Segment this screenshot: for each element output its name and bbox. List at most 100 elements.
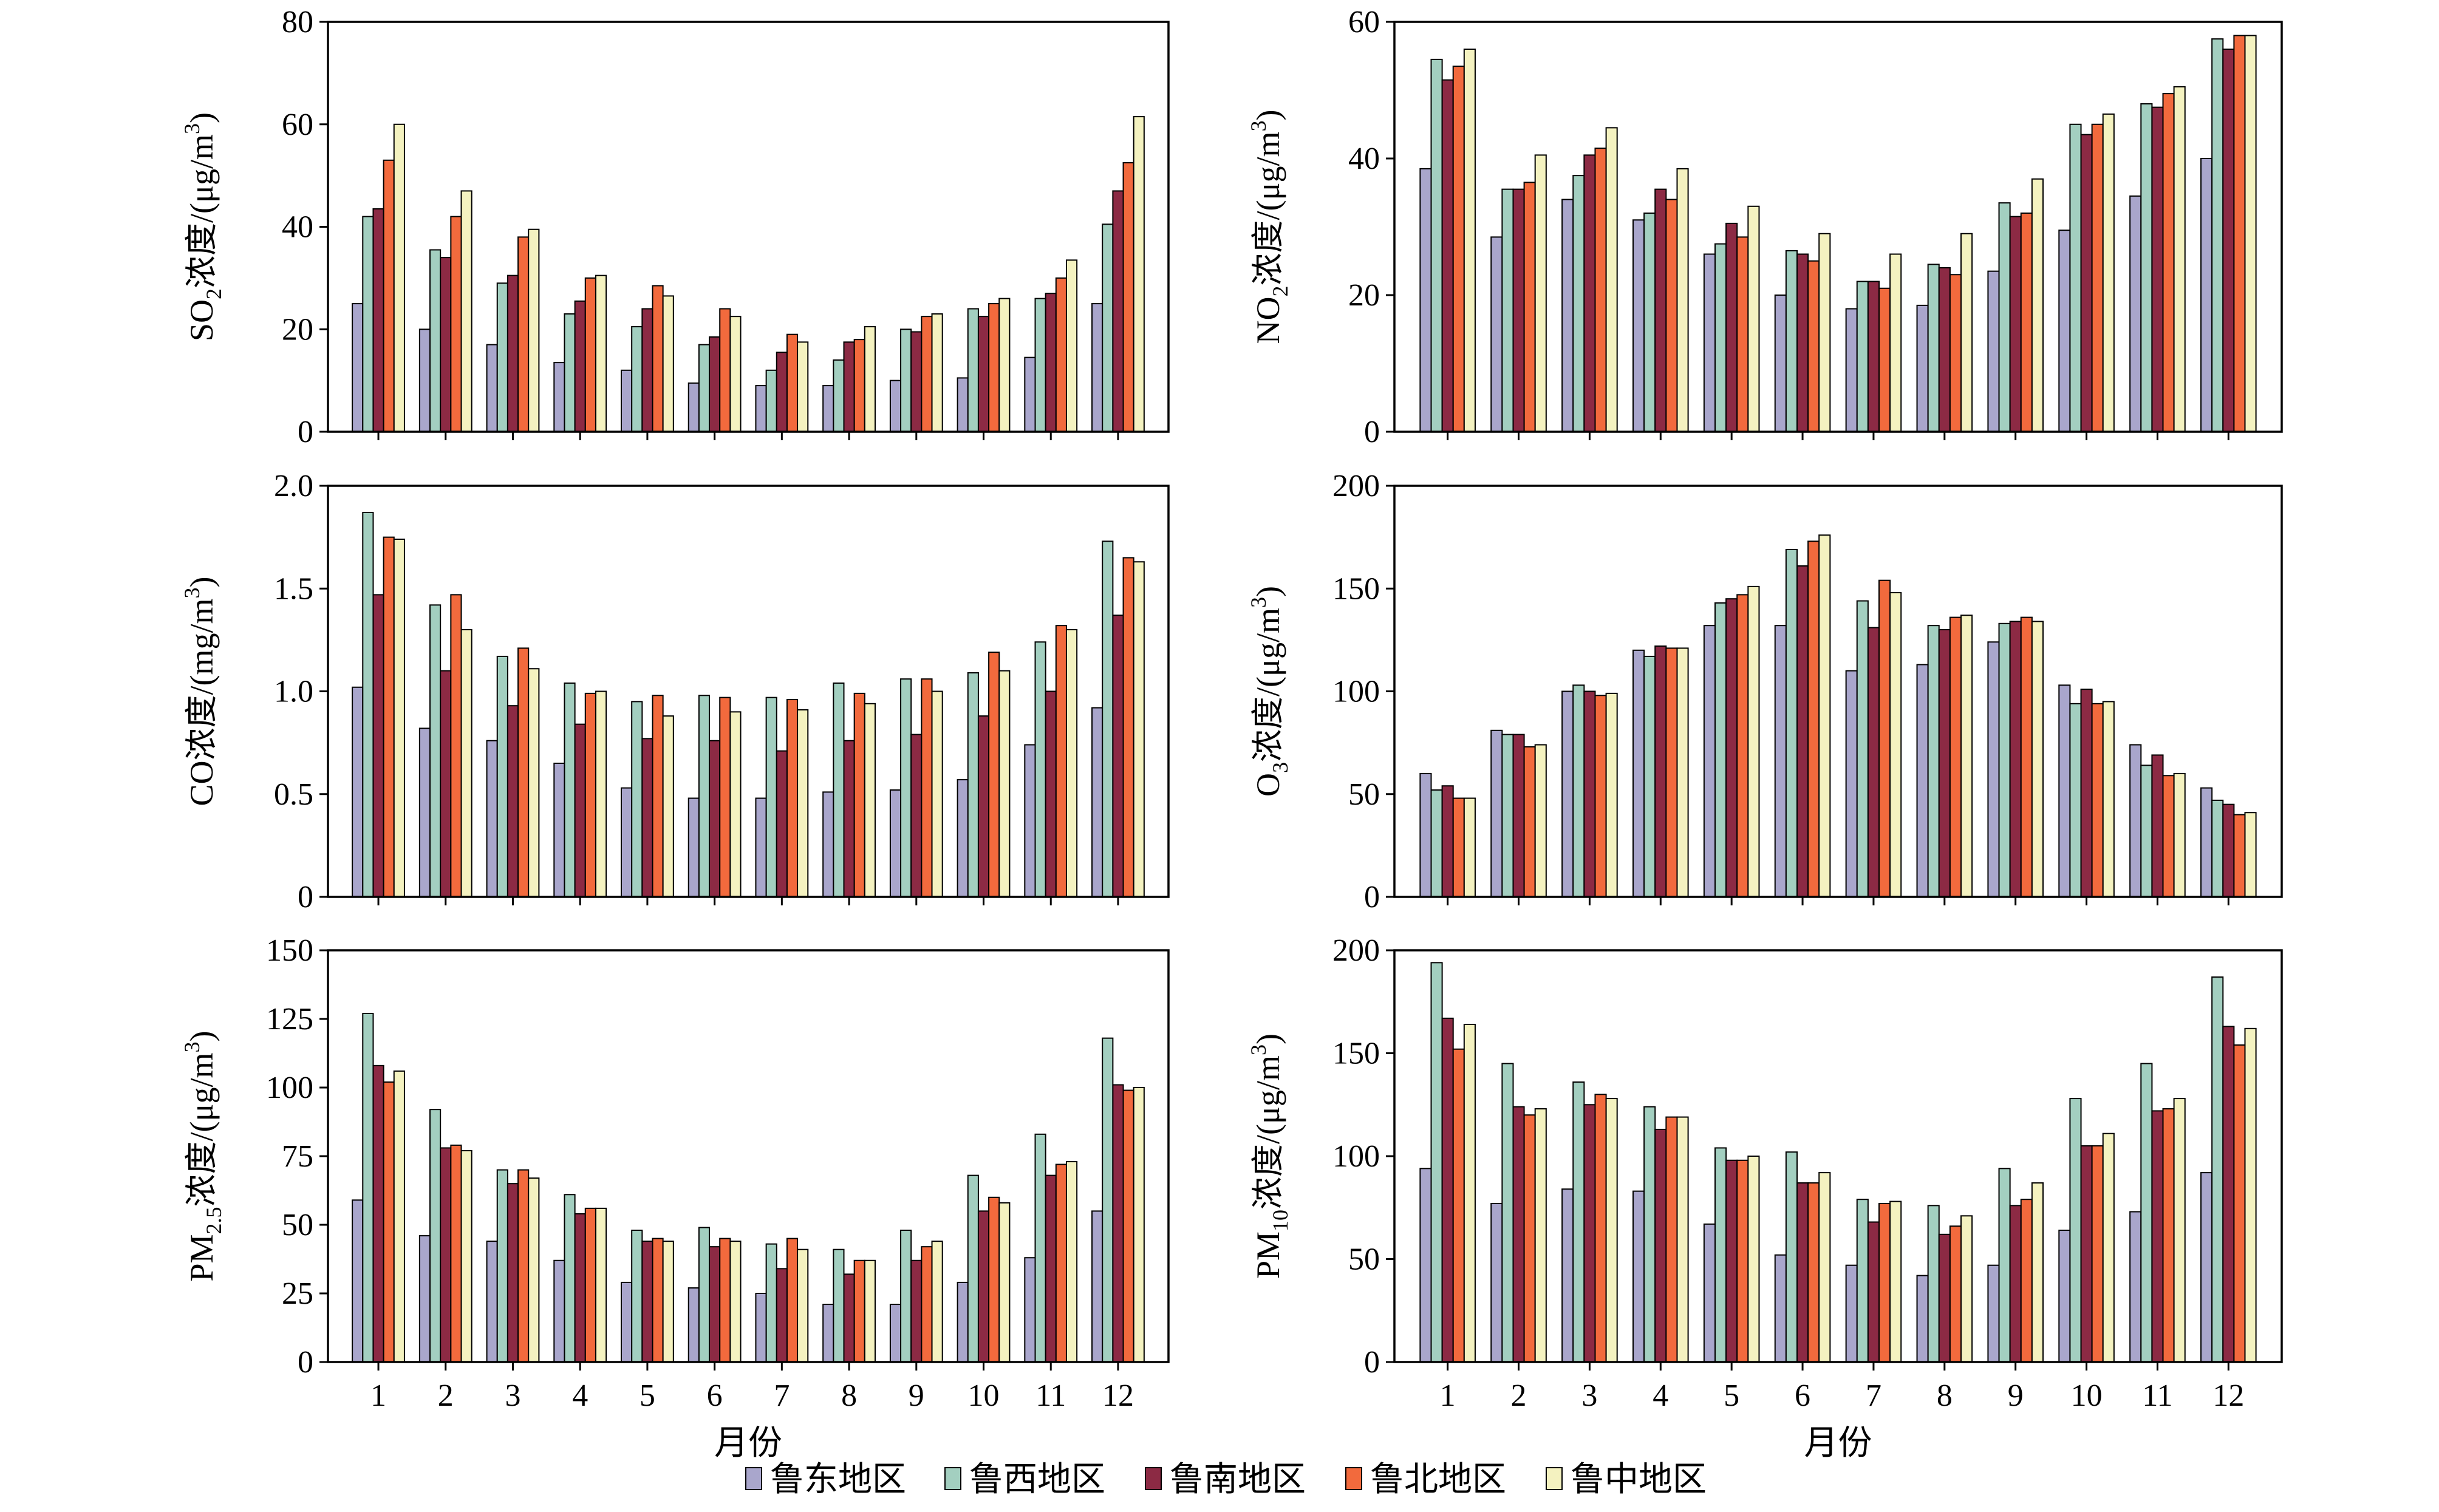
bar-6-month-12-series-5 — [2244, 1027, 2257, 1363]
bar-6-month-11-series-5 — [2173, 1098, 2186, 1363]
plot-frame — [327, 949, 1170, 1363]
bars — [352, 512, 1145, 898]
y-label-end: ) — [1250, 110, 1286, 121]
bar-1-month-3-series-3 — [507, 274, 519, 432]
bar-3-month-12-series-2 — [1102, 540, 1114, 897]
bar-2-month-3-series-1 — [1561, 199, 1574, 432]
y-label-superscript: 3 — [180, 587, 204, 598]
bar-6-month-7-series-5 — [1889, 1200, 1902, 1363]
bar-1-month-12-series-3 — [1112, 190, 1124, 432]
bar-2-month-1-series-1 — [1419, 168, 1432, 432]
bars — [1419, 35, 2257, 433]
bar-4-month-12-series-3 — [2222, 803, 2235, 898]
bar-4-month-11-series-4 — [2162, 775, 2175, 898]
bar-4-month-9-series-1 — [1987, 641, 2000, 897]
bar-3-month-5-series-5 — [662, 715, 674, 897]
bar-3-month-5-series-4 — [652, 695, 664, 898]
x-tick-label: 6 — [707, 1378, 723, 1413]
bar-2-month-10-series-4 — [2091, 123, 2104, 432]
bar-4-month-6-series-4 — [1807, 540, 1820, 897]
y-tick-label: 100 — [266, 1071, 313, 1105]
bar-4-month-2-series-3 — [1512, 734, 1525, 897]
bar-5-month-10-series-5 — [998, 1202, 1011, 1363]
bar-4-month-5-series-2 — [1714, 602, 1727, 897]
bar-3-month-6-series-2 — [698, 695, 711, 898]
legend-swatch — [745, 1467, 762, 1490]
bar-6-month-8-series-3 — [1938, 1233, 1951, 1363]
bar-1-month-1-series-4 — [383, 159, 395, 432]
bar-5-month-6-series-1 — [687, 1287, 700, 1363]
x-tick-label: 4 — [572, 1378, 588, 1413]
bar-2-month-6-series-5 — [1818, 233, 1831, 432]
bar-4-month-11-series-2 — [2140, 765, 2153, 897]
bar-1-month-2-series-3 — [440, 257, 452, 433]
bar-3-month-2-series-1 — [418, 727, 431, 898]
x-tick-label: 6 — [1795, 1378, 1810, 1413]
bar-6-month-12-series-4 — [2233, 1044, 2246, 1363]
bar-1-month-3-series-1 — [486, 344, 498, 432]
plot-frame — [1393, 21, 2283, 433]
x-tick-label: 12 — [2212, 1378, 2244, 1413]
y-tick-label: 50 — [282, 1208, 313, 1242]
bar-3-month-11-series-4 — [1055, 625, 1067, 898]
bar-3-month-6-series-1 — [687, 797, 700, 898]
bar-2-month-11-series-1 — [2129, 195, 2142, 432]
y-label-subscript: 2.5 — [202, 1207, 226, 1234]
bar-6-month-8-series-5 — [1960, 1215, 1973, 1363]
bar-3-month-5-series-2 — [631, 701, 643, 898]
x-tick-label: 1 — [1440, 1378, 1456, 1413]
y-tick-label: 100 — [1332, 1139, 1380, 1174]
bar-3-month-11-series-5 — [1065, 628, 1078, 897]
bar-4-month-6-series-2 — [1785, 548, 1798, 897]
bar-4-month-1-series-3 — [1441, 785, 1454, 897]
bar-2-month-2-series-4 — [1523, 182, 1536, 432]
bar-1-month-5-series-1 — [621, 369, 633, 432]
bar-6-month-6-series-3 — [1796, 1182, 1809, 1363]
bar-4-month-3-series-5 — [1605, 692, 1618, 897]
y-label-main: PM — [1250, 1231, 1286, 1279]
bar-2-month-12-series-1 — [2200, 158, 2213, 432]
bar-6-month-1-series-3 — [1441, 1017, 1454, 1363]
bar-5-month-11-series-5 — [1065, 1161, 1078, 1363]
bar-3-month-2-series-3 — [440, 670, 452, 898]
bar-6-month-3-series-2 — [1572, 1081, 1585, 1363]
y-label-main: SO — [183, 299, 220, 341]
bar-2-month-1-series-3 — [1441, 79, 1454, 433]
y-tick-label: 40 — [282, 210, 313, 245]
bar-6-month-2-series-1 — [1490, 1202, 1503, 1363]
bar-5-month-11-series-2 — [1034, 1133, 1046, 1363]
bar-4-month-2-series-1 — [1490, 729, 1503, 897]
bar-6-month-10-series-3 — [2080, 1145, 2093, 1363]
bar-4-month-2-series-2 — [1501, 734, 1514, 897]
bar-6-month-2-series-2 — [1501, 1063, 1514, 1363]
x-tick-label: 3 — [1581, 1378, 1597, 1413]
bar-5-month-12-series-3 — [1112, 1084, 1124, 1363]
y-tick-label: 20 — [282, 312, 313, 347]
x-tick-label: 1 — [370, 1378, 386, 1413]
bar-4-month-6-series-1 — [1774, 625, 1787, 898]
bar-3-month-8-series-3 — [843, 740, 855, 897]
bar-5-month-2-series-2 — [429, 1109, 442, 1363]
bar-6-month-5-series-4 — [1736, 1159, 1749, 1363]
bar-4-month-8-series-5 — [1960, 615, 1973, 897]
bar-5-month-12-series-2 — [1102, 1037, 1114, 1363]
bar-6-month-11-series-3 — [2151, 1110, 2164, 1363]
bar-5-month-10-series-1 — [957, 1281, 969, 1363]
bar-2-month-6-series-4 — [1807, 260, 1820, 432]
bar-3-month-6-series-4 — [719, 696, 731, 898]
y-label-subscript: 10 — [1268, 1210, 1292, 1231]
bar-2-month-10-series-2 — [2069, 123, 2082, 432]
y-label-main: NO — [1250, 296, 1286, 344]
bar-3-month-4-series-5 — [595, 690, 607, 897]
bar-6-month-11-series-1 — [2129, 1211, 2142, 1363]
bars — [1419, 962, 2257, 1363]
bar-4-month-6-series-5 — [1818, 534, 1831, 897]
bar-1-month-11-series-4 — [1055, 277, 1067, 433]
bar-1-month-2-series-1 — [418, 329, 431, 432]
bar-5-month-12-series-1 — [1091, 1210, 1104, 1363]
legend-label: 鲁北地区 — [1370, 1461, 1506, 1499]
y-tick-label: 0 — [1364, 880, 1380, 914]
bar-3-month-11-series-2 — [1034, 641, 1046, 897]
bar-2-month-8-series-4 — [1949, 274, 1962, 432]
